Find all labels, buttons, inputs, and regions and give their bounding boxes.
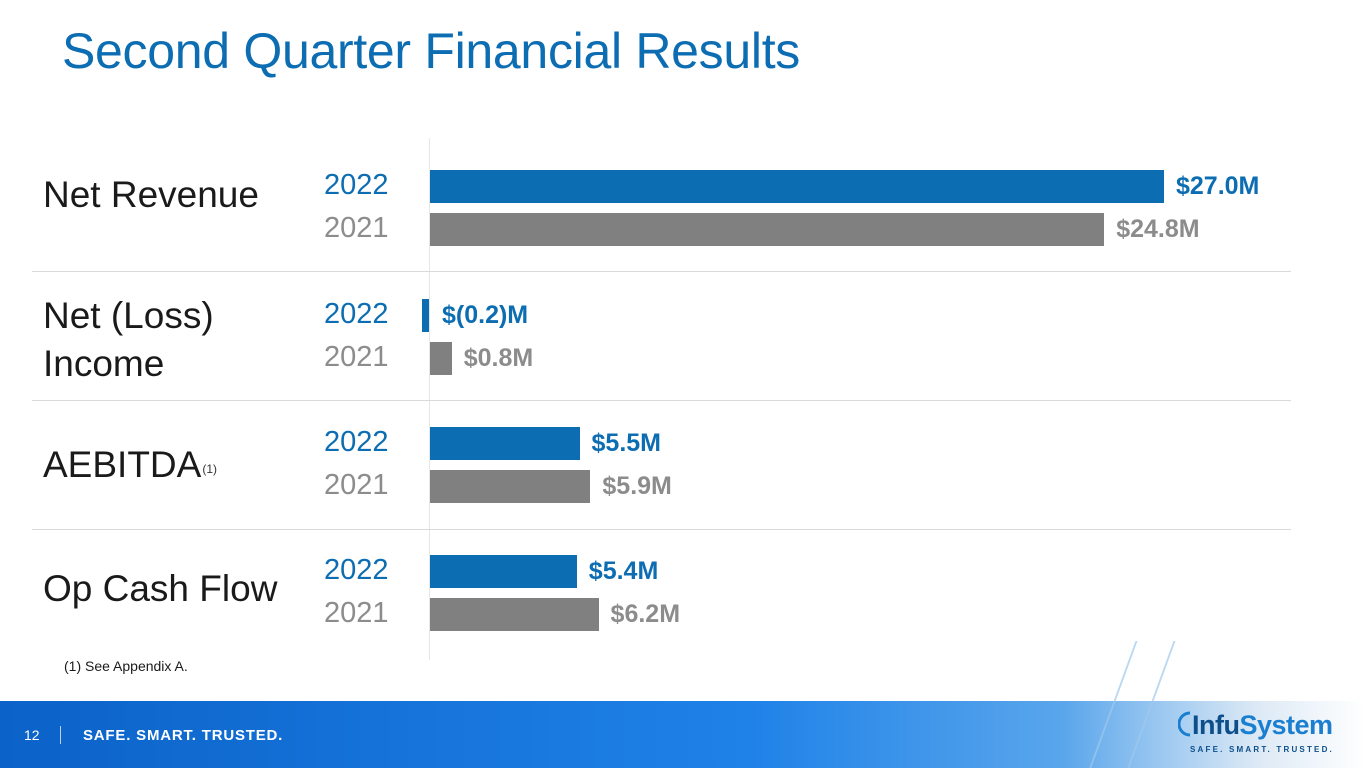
year-label-2022: 2022 bbox=[324, 426, 389, 458]
logo-wordmark: InfuSystem bbox=[1177, 710, 1333, 741]
year-label-2021: 2021 bbox=[324, 597, 389, 629]
year-label-2022: 2022 bbox=[324, 554, 389, 586]
metric-label-text: AEBITDA bbox=[43, 444, 202, 485]
logo-system: System bbox=[1239, 710, 1333, 740]
page-number: 12 bbox=[24, 727, 40, 743]
metric-label-op-cash-flow: Op Cash Flow bbox=[43, 565, 277, 613]
year-label-2021: 2021 bbox=[324, 469, 389, 501]
logo-arc-icon bbox=[1177, 711, 1191, 737]
metric-label-text: Net Revenue bbox=[43, 174, 259, 215]
footer-separator bbox=[60, 726, 61, 744]
value-label-2022: $(0.2)M bbox=[442, 301, 529, 329]
footer-tagline: SAFE. SMART. TRUSTED. bbox=[83, 727, 284, 744]
metric-label-net-revenue: Net Revenue bbox=[43, 171, 259, 219]
bar-2021 bbox=[430, 213, 1105, 246]
value-label-2022: $27.0M bbox=[1176, 172, 1260, 200]
infusystem-logo: InfuSystem SAFE. SMART. TRUSTED. bbox=[1177, 706, 1338, 762]
footer-bar: 12 SAFE. SMART. TRUSTED. bbox=[0, 641, 1365, 768]
logo-infu: Infu bbox=[1192, 710, 1240, 740]
bar-2021 bbox=[430, 598, 599, 631]
row-divider bbox=[32, 529, 1291, 530]
bar-2021 bbox=[430, 470, 591, 503]
year-label-2021: 2021 bbox=[324, 341, 389, 373]
footnote-marker: (1) bbox=[202, 462, 217, 476]
row-divider bbox=[32, 271, 1291, 272]
bar-2022 bbox=[430, 555, 577, 588]
metric-label-net-loss-income: Net (Loss) Income bbox=[43, 292, 214, 388]
value-label-2021: $5.9M bbox=[602, 472, 672, 500]
metric-label-line-2: Income bbox=[43, 343, 165, 384]
value-label-2021: $0.8M bbox=[463, 344, 534, 372]
bar-2022 bbox=[422, 299, 429, 332]
bar-2022 bbox=[430, 427, 580, 460]
value-label-2021: $24.8M bbox=[1116, 215, 1200, 243]
row-divider bbox=[32, 400, 1291, 401]
value-label-2021: $6.2M bbox=[610, 600, 681, 628]
decorative-stripe bbox=[1084, 641, 1138, 768]
bar-2022 bbox=[430, 170, 1164, 203]
bar-2021 bbox=[430, 342, 452, 375]
metric-label-line-1: Net (Loss) bbox=[43, 295, 214, 336]
metric-label-aebitda: AEBITDA(1) bbox=[43, 441, 217, 489]
year-label-2022: 2022 bbox=[324, 169, 389, 201]
metric-label-text: Op Cash Flow bbox=[43, 568, 278, 609]
footnote: (1) See Appendix A. bbox=[64, 658, 188, 674]
page-title: Second Quarter Financial Results bbox=[62, 23, 800, 79]
year-label-2022: 2022 bbox=[324, 298, 389, 330]
value-label-2022: $5.4M bbox=[588, 557, 659, 585]
chart-zero-axis bbox=[429, 138, 430, 660]
year-label-2021: 2021 bbox=[324, 212, 389, 244]
value-label-2022: $5.5M bbox=[591, 429, 661, 457]
logo-tagline: SAFE. SMART. TRUSTED. bbox=[1190, 745, 1334, 754]
